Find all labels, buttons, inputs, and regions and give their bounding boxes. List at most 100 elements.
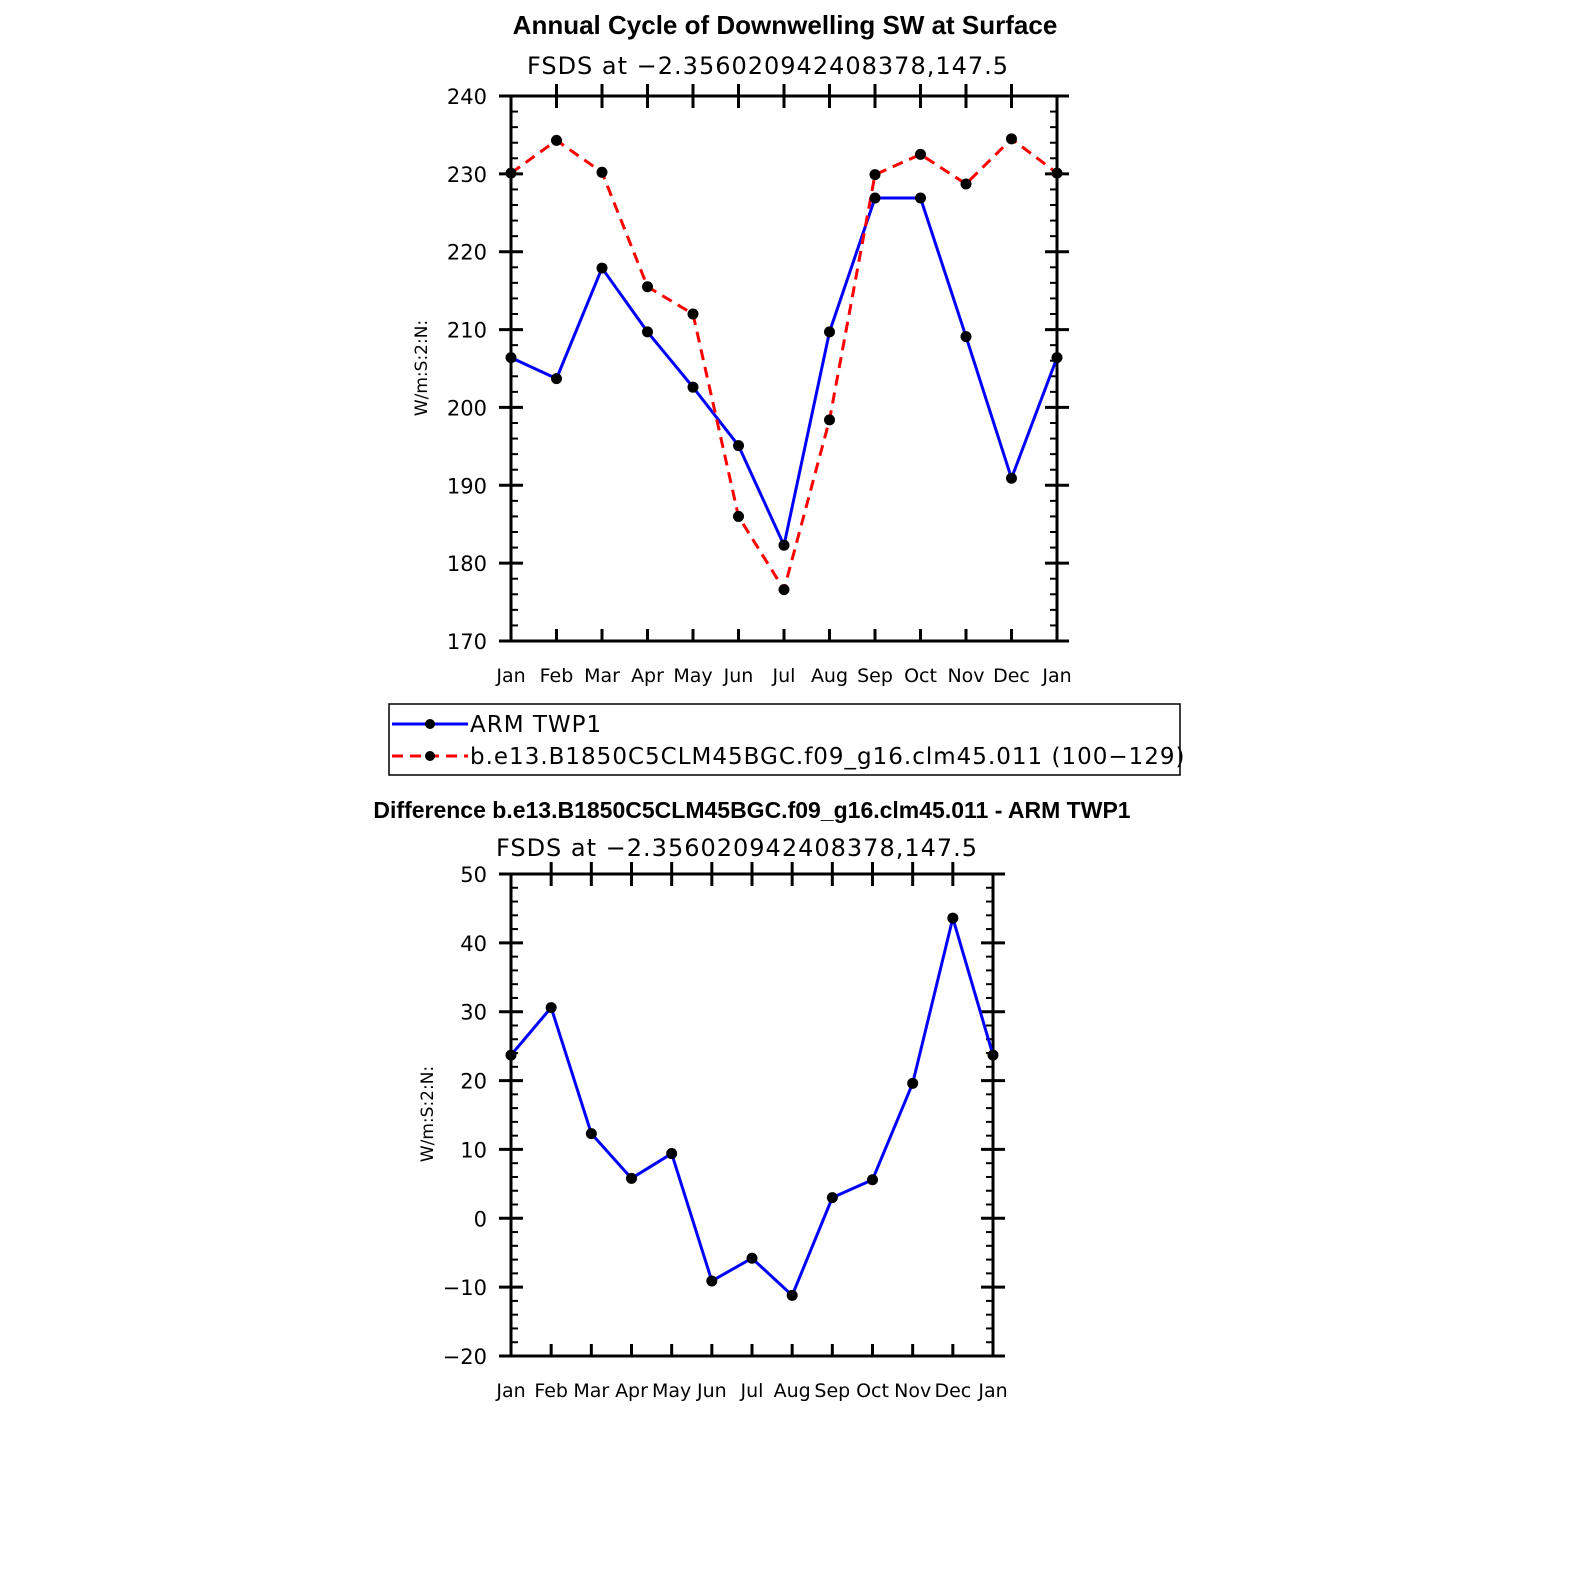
legend-marker-model <box>425 751 435 761</box>
data-point <box>687 381 699 393</box>
data-point <box>551 134 562 146</box>
data-point <box>666 1148 678 1160</box>
data-point <box>960 178 972 190</box>
data-point <box>869 169 881 181</box>
data-point <box>746 1252 758 1264</box>
series-layer <box>505 912 999 1301</box>
legend-marker-arm-twp1 <box>425 719 435 729</box>
chart-subtitle: FSDS at −2.356020942408378,147.5 <box>527 52 1009 80</box>
chart-subtitle: FSDS at −2.356020942408378,147.5 <box>496 834 978 862</box>
annual-cycle-chart: Annual Cycle of Downwelling SW at Surfac… <box>412 10 1072 687</box>
x-tick-label: Feb <box>540 665 574 687</box>
chart-title: Difference b.e13.B1850C5CLM45BGC.f09_g16… <box>373 797 1130 823</box>
data-point <box>642 326 653 338</box>
difference-chart: Difference b.e13.B1850C5CLM45BGC.f09_g16… <box>373 797 1130 1402</box>
y-tick-label: 180 <box>447 552 487 576</box>
y-axis-label: W/m:S:2:N: <box>418 1066 438 1162</box>
x-tick-label: Dec <box>993 665 1030 687</box>
data-point <box>987 1049 999 1061</box>
series-line-0 <box>510 196 1059 547</box>
data-point <box>778 584 790 596</box>
y-tick-label: 0 <box>474 1207 487 1231</box>
x-tick-label: Mar <box>573 1380 609 1402</box>
legend: ARM TWP1 b.e13.B1850C5CLM45BGC.f09_g16.c… <box>388 703 1185 776</box>
legend-label-arm-twp1: ARM TWP1 <box>470 712 602 738</box>
data-point <box>826 1192 838 1204</box>
y-tick-label: 20 <box>460 1070 487 1094</box>
data-point <box>915 148 926 160</box>
data-point <box>867 1174 878 1186</box>
x-tick-label: Oct <box>856 1380 889 1402</box>
data-point <box>778 539 790 551</box>
data-point <box>687 308 699 320</box>
data-point <box>706 1275 718 1287</box>
data-point <box>505 1049 517 1061</box>
data-point <box>1051 167 1063 179</box>
data-point <box>1051 352 1063 364</box>
x-tick-label: Aug <box>774 1380 811 1402</box>
data-point <box>947 912 959 924</box>
data-point <box>596 166 608 178</box>
y-tick-label: 30 <box>460 1001 487 1025</box>
data-point <box>1006 472 1017 484</box>
y-tick-label: 220 <box>447 241 487 265</box>
plot-frame <box>509 872 995 1358</box>
data-point <box>596 262 608 274</box>
series-line-0 <box>509 916 995 1297</box>
x-tick-label: Oct <box>904 665 937 687</box>
legend-frame <box>388 703 1181 776</box>
x-tick-label: Jan <box>495 665 525 687</box>
chart-title: Annual Cycle of Downwelling SW at Surfac… <box>513 10 1058 40</box>
x-tick-label: Aug <box>811 665 848 687</box>
x-tick-label: Dec <box>934 1380 971 1402</box>
x-tick-label: Jul <box>772 665 796 687</box>
y-tick-label: −20 <box>443 1345 487 1369</box>
x-tick-label: Jan <box>1041 665 1071 687</box>
data-point <box>786 1289 798 1301</box>
data-point <box>626 1172 637 1184</box>
y-tick-label: 190 <box>447 474 487 498</box>
x-tick-label: May <box>673 665 712 687</box>
data-point <box>915 192 926 204</box>
data-point <box>585 1128 597 1140</box>
x-tick-label: Jan <box>495 1380 525 1402</box>
x-tick-label: Jun <box>696 1380 727 1402</box>
x-tick-label: May <box>652 1380 691 1402</box>
y-tick-label: −10 <box>443 1276 487 1300</box>
data-point <box>1006 133 1017 145</box>
data-point <box>733 440 744 452</box>
y-tick-label: 210 <box>447 319 487 343</box>
x-tick-label: Sep <box>857 665 893 687</box>
x-tick-label: Apr <box>615 1380 648 1402</box>
axis-ticks: Jan Feb Mar Apr May Jun Jul Aug Sep Oct Nov Dec Jan 1… <box>447 84 1072 687</box>
y-axis-label: W/m:S:2:N: <box>412 320 432 416</box>
legend-label-model: b.e13.B1850C5CLM45BGC.f09_g16.clm45.011 … <box>470 744 1185 770</box>
y-tick-label: 10 <box>460 1138 487 1162</box>
y-tick-label: 50 <box>460 863 487 887</box>
y-tick-label: 200 <box>447 396 487 420</box>
y-tick-label: 240 <box>447 85 487 109</box>
x-tick-label: Jun <box>723 665 754 687</box>
y-tick-label: 170 <box>447 630 487 654</box>
data-point <box>642 281 653 293</box>
data-point <box>869 192 881 204</box>
data-point <box>545 1002 557 1014</box>
data-point <box>824 326 835 338</box>
data-point <box>551 373 562 385</box>
y-tick-label: 230 <box>447 163 487 187</box>
data-point <box>733 510 744 522</box>
x-tick-label: Jan <box>977 1380 1007 1402</box>
series-layer <box>505 133 1063 596</box>
x-tick-label: Apr <box>631 665 664 687</box>
data-point <box>505 167 517 179</box>
axis-ticks: Jan Feb Mar Apr May Jun Jul Aug Sep Oct Nov Dec Jan−… <box>443 862 1008 1402</box>
x-tick-label: Feb <box>534 1380 568 1402</box>
x-tick-label: Mar <box>584 665 620 687</box>
data-point <box>960 331 972 343</box>
y-tick-label: 40 <box>460 932 487 956</box>
x-tick-label: Sep <box>814 1380 850 1402</box>
x-tick-label: Nov <box>947 665 984 687</box>
x-tick-label: Jul <box>740 1380 764 1402</box>
plot-frame <box>509 94 1059 643</box>
